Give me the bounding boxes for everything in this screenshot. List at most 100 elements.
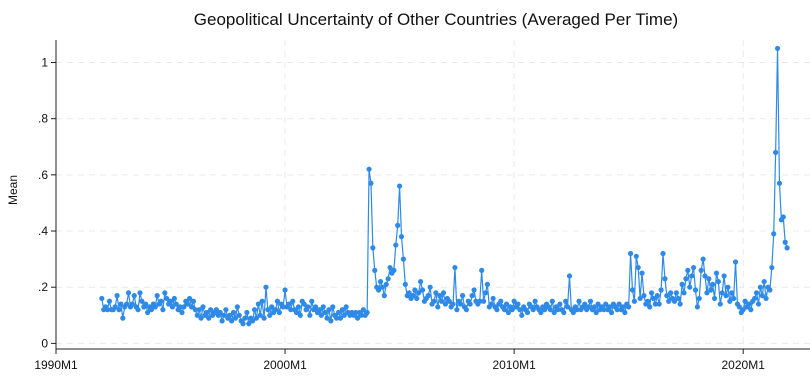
data-point	[713, 270, 720, 276]
data-point	[692, 287, 699, 293]
data-point	[645, 298, 651, 304]
data-point	[208, 307, 214, 313]
data-point	[719, 290, 725, 296]
data-point	[459, 293, 466, 299]
data-point	[259, 298, 265, 304]
y-tick-label: 0	[41, 336, 48, 350]
data-point	[517, 307, 523, 313]
data-point	[192, 307, 198, 313]
grid	[55, 40, 810, 349]
data-point	[372, 267, 378, 273]
data-point	[631, 298, 637, 304]
data-point	[435, 304, 441, 310]
data-point	[658, 287, 664, 293]
data-point	[666, 298, 672, 304]
data-point	[463, 307, 470, 313]
data-point	[757, 284, 763, 290]
data-point	[708, 287, 714, 293]
data-point	[229, 318, 235, 324]
data-point	[683, 276, 689, 282]
data-point	[570, 309, 576, 316]
data-point	[519, 312, 525, 318]
data-point	[515, 301, 521, 307]
data-point	[732, 259, 739, 265]
data-point	[305, 304, 311, 310]
data-point	[524, 309, 531, 316]
data-point	[656, 301, 662, 307]
data-point	[364, 309, 370, 316]
data-point	[431, 298, 437, 304]
data-point	[143, 301, 149, 307]
data-point	[752, 295, 758, 302]
data-point	[204, 309, 210, 316]
data-point	[498, 298, 504, 304]
data-point	[681, 290, 687, 296]
data-point	[257, 312, 263, 318]
data-point	[99, 295, 105, 302]
data-point	[639, 270, 645, 276]
y-axis-title: Mean	[6, 175, 20, 205]
data-point	[574, 307, 580, 313]
data-point	[412, 287, 418, 293]
data-point	[438, 298, 445, 304]
data-point	[629, 287, 636, 293]
data-point	[782, 239, 788, 245]
data-point	[167, 298, 174, 304]
data-point	[416, 290, 422, 296]
data-point	[255, 301, 261, 307]
data-point	[585, 304, 592, 310]
data-point	[509, 307, 515, 313]
data-point	[551, 309, 557, 316]
data-point	[368, 180, 374, 186]
data-point	[582, 301, 588, 307]
data-point	[740, 307, 746, 313]
data-point	[120, 315, 126, 321]
data-point	[761, 278, 767, 285]
data-point	[717, 301, 723, 307]
data-point	[251, 307, 258, 313]
data-point	[393, 242, 399, 248]
data-point	[402, 281, 408, 287]
data-point	[591, 304, 597, 310]
data-point	[482, 290, 489, 296]
data-point	[538, 309, 544, 316]
data-point	[145, 309, 151, 316]
data-point	[318, 312, 324, 318]
data-point	[154, 293, 160, 299]
y-tick-label: .4	[38, 224, 48, 238]
data-point	[759, 293, 765, 299]
data-point	[290, 298, 296, 304]
data-point	[614, 307, 620, 313]
data-point	[114, 293, 120, 299]
data-point	[446, 298, 452, 304]
data-point	[532, 298, 538, 304]
data-point	[190, 298, 197, 304]
chart-title: Geopolitical Uncertainty of Other Countr…	[194, 10, 678, 29]
data-point	[731, 295, 737, 302]
data-point	[410, 293, 416, 299]
data-point	[328, 318, 334, 324]
data-point	[320, 304, 326, 310]
data-point	[450, 301, 456, 307]
x-tick-label: 2010M1	[492, 358, 536, 372]
data-point	[563, 298, 569, 304]
data-point	[673, 290, 679, 296]
y-tick-label: .2	[38, 280, 48, 294]
data-point	[398, 234, 405, 240]
data-point	[335, 309, 342, 316]
data-point	[746, 301, 752, 307]
data-point	[282, 287, 288, 293]
data-point	[576, 298, 582, 304]
data-point	[330, 304, 336, 310]
data-point	[627, 250, 634, 257]
data-point	[217, 309, 223, 316]
data-point	[679, 281, 685, 287]
data-point	[566, 273, 573, 279]
data-point	[702, 273, 708, 279]
data-point	[341, 312, 347, 318]
data-point	[748, 307, 754, 313]
series-markers	[99, 45, 790, 327]
data-point	[511, 298, 517, 304]
data-point	[593, 309, 599, 316]
data-point	[353, 309, 359, 316]
